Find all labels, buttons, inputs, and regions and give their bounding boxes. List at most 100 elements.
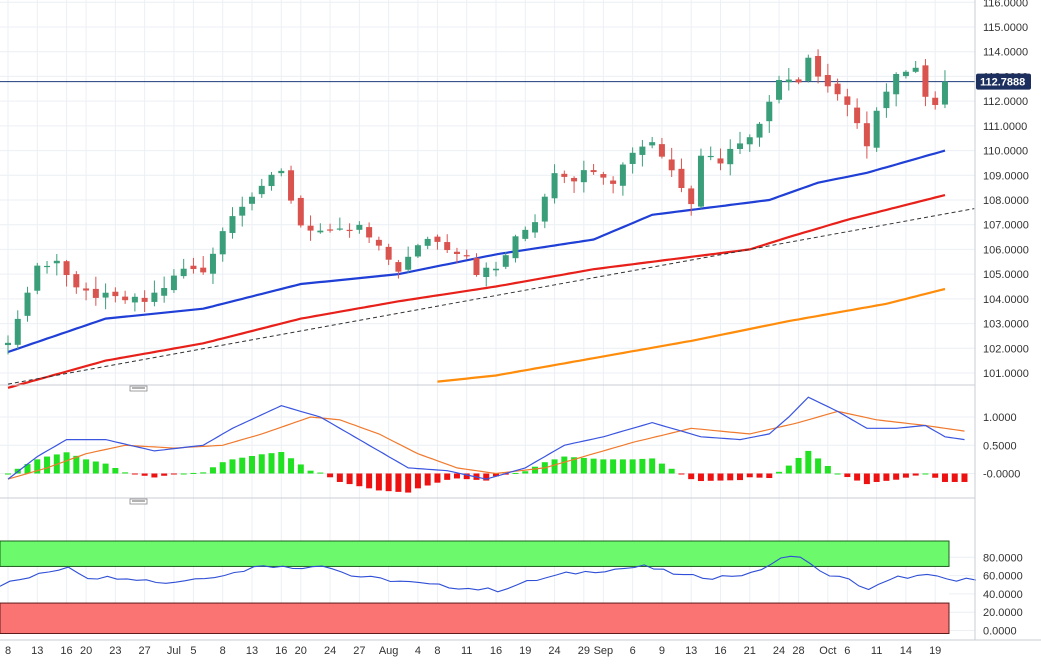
candle-down[interactable] [610, 180, 617, 184]
candle-up[interactable] [219, 231, 226, 255]
candle-up[interactable] [161, 288, 168, 296]
candle-up[interactable] [131, 296, 138, 303]
candle-up[interactable] [424, 238, 431, 246]
candle-up[interactable] [551, 173, 558, 199]
candle-up[interactable] [502, 255, 509, 267]
candle-down[interactable] [717, 158, 724, 164]
candle-down[interactable] [297, 197, 304, 226]
candle-up[interactable] [737, 143, 743, 149]
candle-up[interactable] [170, 275, 177, 291]
candle-down[interactable] [444, 242, 451, 251]
candle-down[interactable] [434, 236, 441, 242]
candle-up[interactable] [512, 236, 519, 259]
candle-up[interactable] [239, 206, 246, 216]
candle-up[interactable] [522, 229, 529, 239]
candle-up[interactable] [268, 174, 275, 187]
candle-down[interactable] [854, 107, 861, 124]
candle-down[interactable] [395, 262, 402, 272]
candle-down[interactable] [327, 229, 334, 231]
candle-up[interactable] [53, 260, 60, 264]
candle-up[interactable] [873, 110, 880, 148]
candle-up[interactable] [766, 101, 773, 122]
candle-up[interactable] [912, 67, 919, 72]
candle-up[interactable] [629, 152, 636, 164]
candle-up[interactable] [746, 137, 753, 145]
candle-down[interactable] [922, 65, 929, 97]
candle-up[interactable] [785, 79, 792, 83]
candle-up[interactable] [893, 73, 900, 95]
candle-up[interactable] [697, 155, 704, 207]
candle-up[interactable] [483, 267, 490, 278]
candle-up[interactable] [34, 265, 41, 291]
candle-up[interactable] [249, 196, 255, 204]
candle-down[interactable] [561, 173, 568, 177]
candle-up[interactable] [639, 146, 646, 155]
candle-down[interactable] [190, 265, 197, 270]
candle-down[interactable] [141, 297, 148, 302]
candle-up[interactable] [356, 224, 363, 230]
candle-down[interactable] [795, 79, 802, 83]
candle-up[interactable] [707, 155, 714, 158]
candle-up[interactable] [5, 342, 11, 346]
candle-down[interactable] [92, 288, 99, 298]
candle-up[interactable] [805, 57, 812, 81]
candle-down[interactable] [600, 174, 607, 178]
candle-up[interactable] [180, 268, 187, 277]
candle-up[interactable] [317, 230, 324, 233]
candle-up[interactable] [756, 123, 763, 138]
candle-down[interactable] [824, 75, 831, 87]
candle-up[interactable] [649, 142, 656, 146]
candle-up[interactable] [405, 256, 412, 270]
candle-up[interactable] [102, 292, 109, 298]
candle-down[interactable] [385, 246, 392, 260]
candle-down[interactable] [112, 291, 119, 297]
candle-up[interactable] [541, 196, 548, 222]
candle-down[interactable] [678, 168, 685, 188]
candle-up[interactable] [229, 216, 236, 233]
rsi-panel[interactable] [0, 540, 977, 634]
candle-up[interactable] [941, 81, 948, 105]
candle-down[interactable] [590, 170, 597, 173]
candle-down[interactable] [863, 123, 870, 147]
candle-down[interactable] [473, 258, 480, 275]
candle-up[interactable] [209, 253, 216, 274]
candle-down[interactable] [366, 227, 373, 238]
macd-panel[interactable] [5, 396, 968, 493]
candle-up[interactable] [776, 79, 783, 100]
candle-up[interactable] [414, 245, 421, 257]
candle-down[interactable] [815, 55, 822, 77]
candle-down[interactable] [668, 159, 675, 171]
candle-up[interactable] [580, 170, 587, 183]
candle-down[interactable] [463, 255, 470, 257]
candle-up[interactable] [727, 148, 734, 165]
candle-down[interactable] [453, 251, 460, 254]
candle-down[interactable] [346, 229, 353, 232]
candle-down[interactable] [307, 225, 314, 231]
candle-up[interactable] [902, 71, 909, 77]
candle-up[interactable] [532, 222, 539, 233]
candle-down[interactable] [63, 261, 70, 276]
candle-down[interactable] [375, 239, 382, 246]
candle-down[interactable] [834, 83, 841, 95]
candle-down[interactable] [200, 267, 207, 273]
candle-up[interactable] [14, 318, 21, 345]
candle-down[interactable] [688, 188, 695, 205]
candle-down[interactable] [122, 296, 129, 301]
candle-down[interactable] [288, 170, 295, 201]
candle-down[interactable] [658, 144, 665, 157]
candle-down[interactable] [932, 97, 939, 105]
candle-down[interactable] [83, 288, 90, 291]
price-panel[interactable] [0, 49, 975, 389]
candle-up[interactable] [336, 228, 343, 230]
candle-up[interactable] [619, 164, 626, 186]
candle-up[interactable] [278, 170, 285, 174]
dashed-trendline[interactable] [7, 208, 975, 385]
candle-down[interactable] [844, 96, 851, 105]
candle-down[interactable] [73, 274, 80, 288]
candle-up[interactable] [883, 91, 890, 109]
candle-up[interactable] [44, 265, 51, 268]
candle-up[interactable] [24, 292, 31, 316]
candle-up[interactable] [493, 268, 499, 271]
panel-splitters[interactable] [129, 385, 148, 505]
candle-up[interactable] [258, 185, 265, 195]
